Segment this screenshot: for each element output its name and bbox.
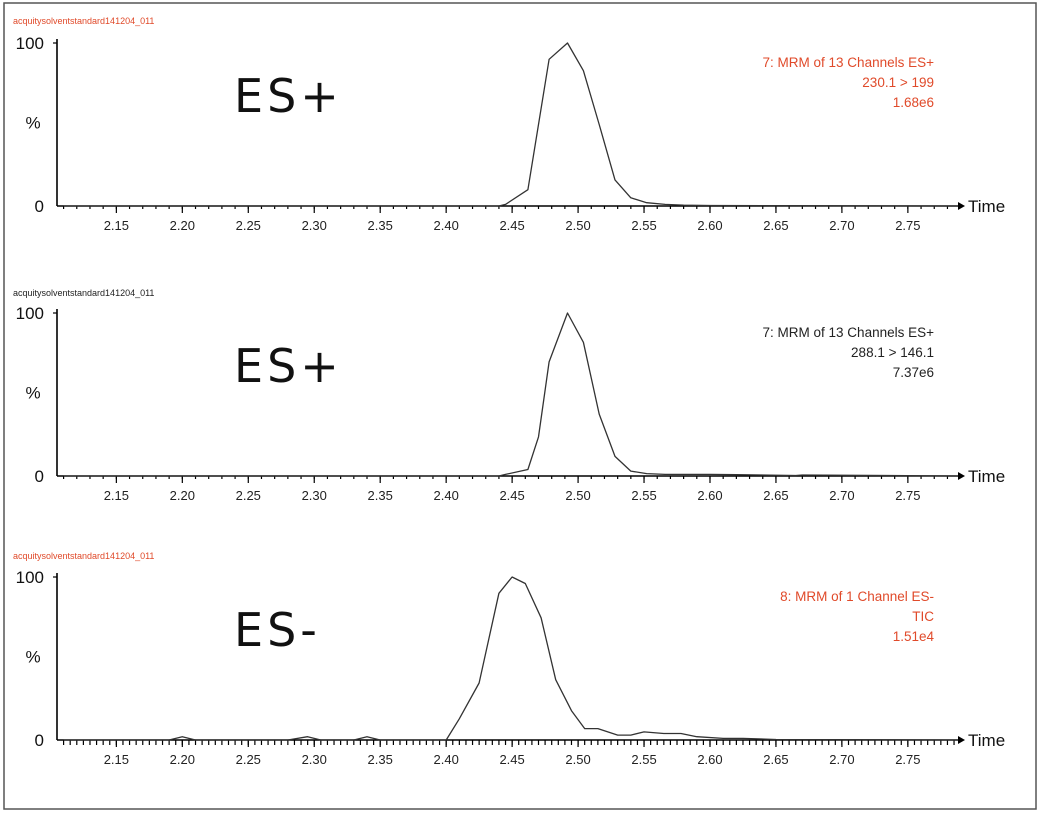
x-tick-label: 2.35: [368, 752, 393, 767]
x-tick-label: 2.40: [434, 752, 459, 767]
y-tick-label-bottom: 0: [35, 197, 44, 216]
y-tick-label-bottom: 0: [35, 731, 44, 750]
x-tick-label: 2.45: [499, 488, 524, 503]
ionization-mode-label: ES+: [234, 69, 343, 123]
channel-info-line: TIC: [912, 609, 934, 624]
chromatogram-trace: [63, 42, 959, 207]
x-tick-label: 2.15: [104, 488, 129, 503]
x-tick-label: 2.75: [895, 488, 920, 503]
y-axis-label: %: [25, 384, 40, 403]
channel-info-line: 230.1 > 199: [862, 75, 934, 90]
x-tick-label: 2.20: [170, 488, 195, 503]
x-tick-label: 2.35: [368, 488, 393, 503]
x-tick-label: 2.75: [895, 752, 920, 767]
x-tick-label: 2.45: [499, 752, 524, 767]
source-label: acquitysolventstandard141204_011: [13, 288, 154, 298]
x-tick-label: 2.25: [236, 752, 261, 767]
x-tick-label: 2.50: [565, 752, 590, 767]
x-tick-label: 2.60: [697, 752, 722, 767]
x-tick-label: 2.60: [697, 218, 722, 233]
y-axis-label: %: [25, 114, 40, 133]
x-axis-label: Time: [968, 467, 1005, 486]
chart-panel-3: acquitysolventstandard141204_011 100 0% Tim…: [13, 551, 1005, 767]
channel-info-line: 1.68e6: [893, 95, 934, 110]
x-axis-label: Time: [968, 197, 1005, 216]
chromatogram-panels: acquitysolventstandard141204_011 100 0% Tim…: [13, 16, 1005, 767]
x-axis-label: Time: [968, 731, 1005, 750]
x-tick-label: 2.40: [434, 218, 459, 233]
x-tick-label: 2.70: [829, 488, 854, 503]
x-tick-label: 2.35: [368, 218, 393, 233]
chromatogram-trace: [63, 576, 959, 741]
channel-info-line: 7: MRM of 13 Channels ES+: [763, 55, 935, 70]
x-tick-label: 2.15: [104, 752, 129, 767]
x-tick-label: 2.55: [631, 488, 656, 503]
ionization-mode-label: ES+: [234, 339, 343, 393]
source-label: acquitysolventstandard141204_011: [13, 16, 154, 26]
x-tick-label: 2.65: [763, 218, 788, 233]
chart-panel-1: acquitysolventstandard141204_011 100 0% Tim…: [13, 16, 1005, 233]
x-tick-label: 2.20: [170, 752, 195, 767]
y-tick-label-top: 100: [16, 304, 44, 323]
x-tick-label: 2.55: [631, 218, 656, 233]
x-tick-label: 2.40: [434, 488, 459, 503]
channel-info-line: 1.51e4: [893, 629, 935, 644]
x-tick-label: 2.15: [104, 218, 129, 233]
x-tick-label: 2.30: [302, 752, 327, 767]
y-tick-label-top: 100: [16, 568, 44, 587]
x-tick-label: 2.65: [763, 488, 788, 503]
x-tick-label: 2.70: [829, 752, 854, 767]
channel-info-line: 7.37e6: [893, 365, 934, 380]
ionization-mode-label: ES-: [234, 603, 321, 657]
x-tick-label: 2.30: [302, 218, 327, 233]
channel-info-line: 288.1 > 146.1: [851, 345, 934, 360]
x-axis-arrow: [958, 736, 965, 744]
y-axis-label: %: [25, 648, 40, 667]
x-tick-label: 2.60: [697, 488, 722, 503]
x-tick-label: 2.50: [565, 488, 590, 503]
figure-frame: [3, 2, 1037, 810]
y-tick-label-top: 100: [16, 34, 44, 53]
x-tick-label: 2.75: [895, 218, 920, 233]
channel-info-line: 7: MRM of 13 Channels ES+: [763, 325, 935, 340]
x-tick-label: 2.20: [170, 218, 195, 233]
x-minor-ticks: [62, 740, 955, 745]
y-tick-label-bottom: 0: [35, 467, 44, 486]
x-axis-arrow: [958, 472, 965, 480]
source-label: acquitysolventstandard141204_011: [13, 551, 154, 561]
channel-info-line: 8: MRM of 1 Channel ES-: [780, 589, 934, 604]
x-axis-arrow: [958, 202, 965, 210]
chart-panel-2: acquitysolventstandard141204_011 100 0% Tim…: [13, 288, 1005, 503]
x-tick-label: 2.25: [236, 488, 261, 503]
chromatogram-trace: [63, 312, 959, 477]
x-tick-label: 2.25: [236, 218, 261, 233]
x-tick-label: 2.30: [302, 488, 327, 503]
x-tick-label: 2.45: [499, 218, 524, 233]
x-tick-label: 2.55: [631, 752, 656, 767]
x-tick-label: 2.50: [565, 218, 590, 233]
x-tick-label: 2.65: [763, 752, 788, 767]
x-tick-label: 2.70: [829, 218, 854, 233]
